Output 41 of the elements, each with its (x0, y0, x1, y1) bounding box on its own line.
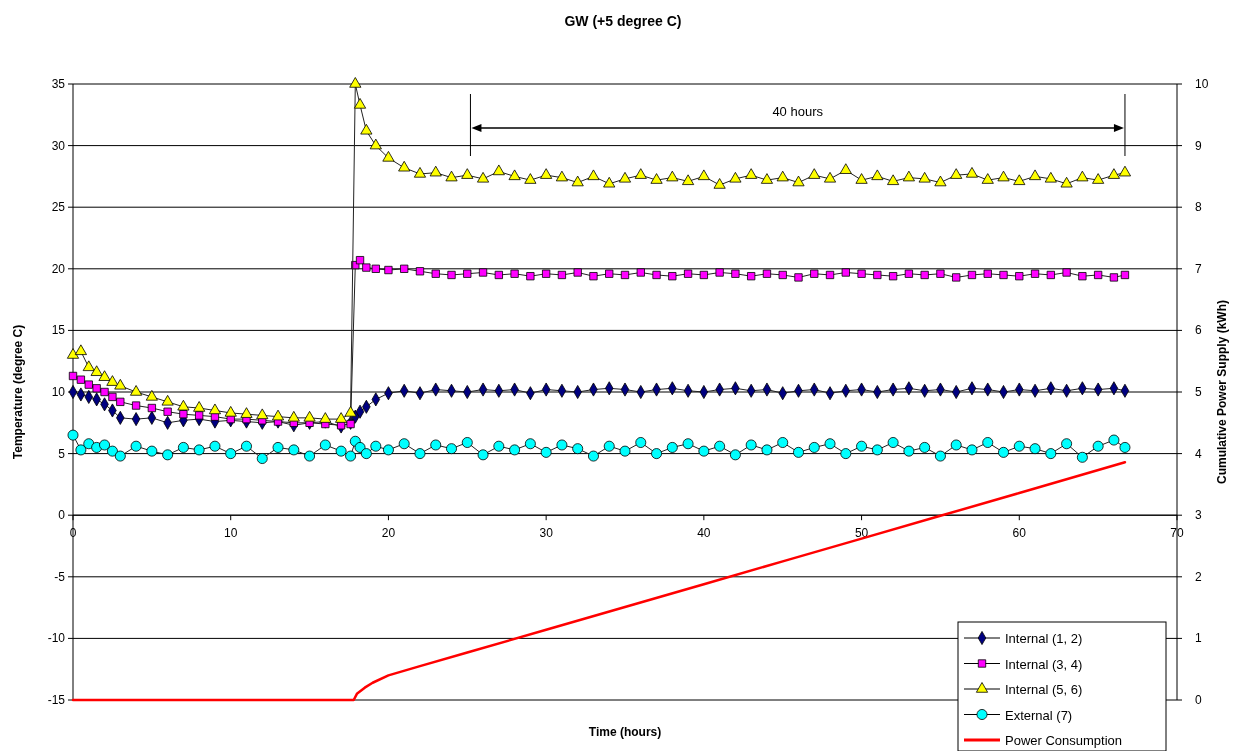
legend-label: Power Consumption (1005, 733, 1123, 748)
x-tick-label: 70 (1170, 526, 1184, 541)
y2-tick-label: 6 (1195, 323, 1202, 338)
y-axis-title: Temperature (degree C) (11, 324, 25, 460)
y2-tick-label: 7 (1195, 261, 1202, 276)
y-tick-label: 5 (58, 446, 66, 461)
y-tick-label: 0 (58, 508, 66, 523)
legend-label: Internal (3, 4) (1005, 656, 1083, 672)
y-tick-label: 20 (51, 261, 66, 276)
y2-tick-label: 10 (1195, 77, 1209, 91)
y-tick-label: 30 (51, 138, 66, 153)
y2-tick-label: 2 (1195, 569, 1202, 584)
x-tick-label: 60 (1012, 526, 1027, 541)
y2-tick-label: 3 (1195, 508, 1202, 523)
legend-label: Internal (5, 6) (1005, 682, 1083, 697)
x-tick-label: 30 (539, 526, 554, 541)
y-tick-label: 35 (51, 77, 66, 91)
y2-tick-label: 0 (1195, 693, 1202, 707)
y2-tick-label: 4 (1195, 446, 1202, 461)
y-tick-label: -5 (54, 569, 66, 584)
legend-label: Internal (1, 2) (1005, 631, 1083, 646)
y2-tick-label: 8 (1195, 200, 1202, 215)
y2-axis-title: Cumulative Power Supply (kWh) (1215, 299, 1229, 485)
x-tick-label: 20 (381, 526, 396, 541)
line-series (71, 460, 1127, 702)
y2-tick-label: 1 (1195, 631, 1202, 646)
x-tick-label: 10 (224, 526, 238, 541)
x-tick-label: 40 (697, 526, 711, 541)
y-tick-label: 15 (51, 323, 66, 338)
y-tick-label: 10 (51, 385, 66, 399)
chart-title: GW (+5 degree C) (564, 13, 682, 29)
annotation: 40 hours (772, 104, 824, 119)
x-tick-label: 50 (854, 526, 869, 541)
y-tick-label: -10 (47, 631, 66, 646)
x-axis-title: Time (hours) (588, 725, 662, 739)
y-tick-label: -15 (47, 693, 66, 707)
x-tick-label: 0 (69, 526, 77, 541)
y2-tick-label: 5 (1195, 385, 1202, 399)
legend-label: External (7) (1005, 707, 1073, 723)
y2-tick-label: 9 (1195, 138, 1202, 153)
y-tick-label: 25 (51, 200, 66, 215)
